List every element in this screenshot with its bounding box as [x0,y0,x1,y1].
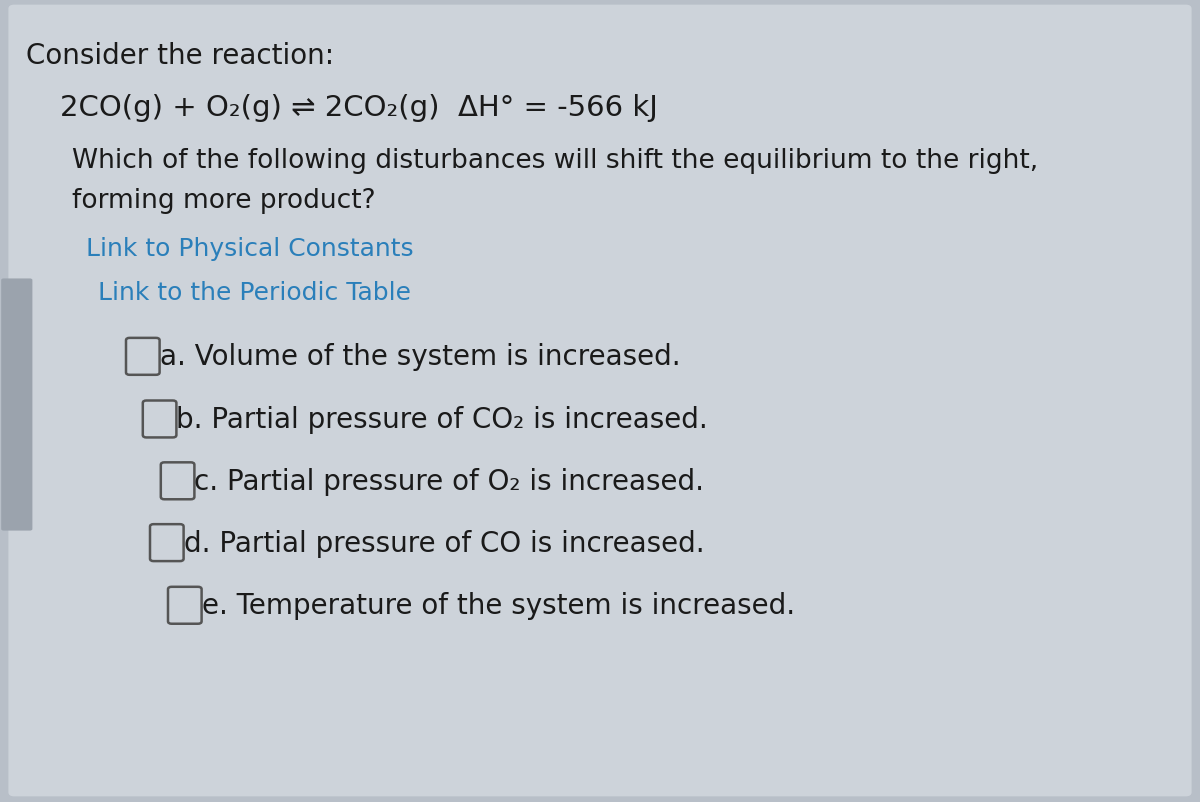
Text: Link to Physical Constants: Link to Physical Constants [86,237,414,261]
Text: a. Volume of the system is increased.: a. Volume of the system is increased. [160,343,680,371]
FancyBboxPatch shape [150,525,184,561]
Text: 2CO(g) + O₂(g) ⇌ 2CO₂(g)  ΔH° = -566 kJ: 2CO(g) + O₂(g) ⇌ 2CO₂(g) ΔH° = -566 kJ [60,95,658,122]
Text: e. Temperature of the system is increased.: e. Temperature of the system is increase… [202,592,794,619]
Text: b. Partial pressure of CO₂ is increased.: b. Partial pressure of CO₂ is increased. [176,406,708,433]
Text: Which of the following disturbances will shift the equilibrium to the right,: Which of the following disturbances will… [72,148,1038,173]
Text: Consider the reaction:: Consider the reaction: [26,43,335,70]
Text: Link to the Periodic Table: Link to the Periodic Table [98,281,412,305]
Text: forming more product?: forming more product? [72,188,376,213]
FancyBboxPatch shape [161,463,194,500]
FancyBboxPatch shape [143,401,176,438]
Text: d. Partial pressure of CO is increased.: d. Partial pressure of CO is increased. [184,529,704,557]
FancyBboxPatch shape [126,338,160,375]
FancyBboxPatch shape [1,279,32,531]
FancyBboxPatch shape [168,587,202,624]
Text: c. Partial pressure of O₂ is increased.: c. Partial pressure of O₂ is increased. [194,468,704,495]
